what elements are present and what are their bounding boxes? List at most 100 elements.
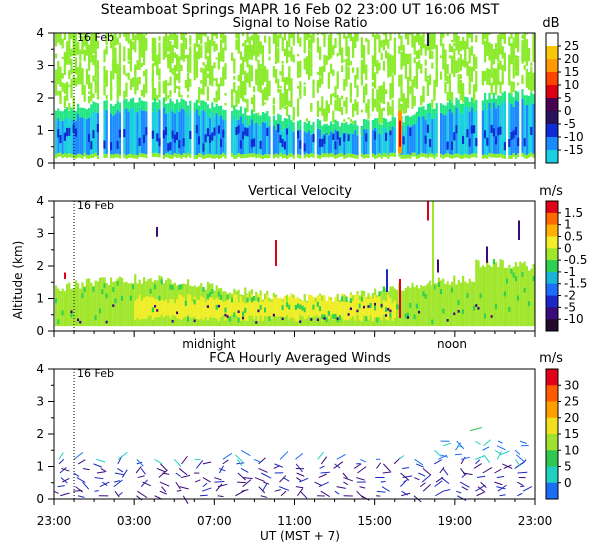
velocity-cell: [138, 294, 141, 320]
velocity-cell: [380, 304, 383, 307]
snr-cell: [281, 37, 284, 46]
velocity-cell: [281, 305, 284, 311]
velocity-cell: [508, 264, 511, 327]
velocity-cell: [358, 303, 361, 309]
snr-cell: [468, 81, 471, 95]
snr-cell: [222, 72, 225, 75]
snr-cell: [61, 154, 64, 159]
colorbar-swatch: [546, 482, 558, 500]
snr-cell: [171, 130, 174, 139]
velocity-cell: [250, 297, 253, 303]
velocity-cell: [446, 319, 449, 322]
snr-cell: [385, 118, 388, 129]
snr-cell: [393, 117, 396, 128]
snr-cell: [404, 74, 407, 79]
snr-cell: [239, 72, 242, 76]
snr-cell: [299, 140, 302, 149]
snr-cell: [349, 97, 352, 103]
snr-cell: [453, 48, 456, 64]
wind-vector: [483, 454, 491, 464]
snr-cell: [510, 57, 513, 65]
snr-cell: [514, 41, 517, 48]
snr-cell: [510, 81, 513, 95]
snr-cell: [85, 119, 88, 155]
snr-cell: [470, 153, 473, 158]
snr-cell: [204, 134, 207, 143]
snr-cell: [140, 110, 143, 154]
snr-cell: [180, 155, 183, 159]
snr-cell: [345, 96, 348, 108]
snr-cell: [499, 48, 502, 55]
wind-vector: [376, 462, 382, 469]
snr-cell: [110, 113, 113, 155]
wind-vector: [318, 473, 327, 479]
y-tick-label: 3: [36, 395, 44, 409]
snr-cell: [521, 52, 524, 64]
velocity-cell: [90, 282, 93, 327]
snr-cell: [83, 52, 86, 59]
snr-cell: [250, 139, 253, 148]
snr-cell: [444, 105, 447, 116]
snr-cell: [220, 105, 223, 116]
velocity-cell: [305, 302, 308, 319]
snr-cell: [385, 33, 388, 37]
colorbar-swatch: [546, 248, 558, 261]
snr-cell: [462, 103, 465, 114]
snr-cell: [266, 72, 269, 87]
snr-cell: [475, 85, 478, 89]
snr-cell: [378, 107, 381, 112]
velocity-cell: [167, 277, 170, 327]
snr-cell: [330, 63, 333, 74]
snr-cell: [429, 40, 432, 43]
snr-cell: [446, 112, 449, 154]
velocity-cell: [299, 320, 302, 324]
snr-cell: [209, 60, 212, 79]
snr-cell: [303, 88, 306, 96]
velocity-cell: [528, 270, 531, 327]
snr-cell: [523, 138, 526, 147]
snr-cell: [103, 49, 106, 63]
snr-cell: [242, 81, 245, 99]
snr-cell: [420, 63, 423, 74]
wind-vector: [414, 477, 420, 481]
snr-cell: [365, 154, 368, 159]
snr-cell: [286, 128, 289, 156]
snr-cell: [484, 59, 487, 63]
snr-cell: [288, 124, 291, 154]
velocity-cell: [341, 296, 344, 302]
snr-cell: [303, 131, 306, 155]
snr-cell: [391, 55, 394, 74]
velocity-cell: [149, 296, 152, 316]
snr-cell: [512, 97, 515, 107]
wind-vector: [356, 477, 365, 481]
snr-cell: [209, 75, 212, 86]
snr-cell: [156, 102, 159, 113]
snr-cell: [290, 33, 293, 39]
snr-cell: [343, 119, 346, 122]
velocity-cell: [129, 283, 132, 327]
velocity-cell: [180, 284, 183, 290]
snr-cell: [418, 37, 421, 43]
velocity-cell: [132, 284, 135, 290]
snr-cell: [72, 75, 75, 86]
snr-cell: [253, 123, 256, 154]
snr-cell: [446, 33, 449, 35]
snr-cell: [407, 53, 410, 65]
snr-cell: [343, 59, 346, 62]
snr-cell: [125, 82, 128, 90]
colorbar-label: 0: [564, 476, 572, 490]
snr-cell: [55, 53, 58, 59]
snr-cell: [532, 153, 535, 158]
snr-cell: [319, 139, 322, 148]
snr-cell: [261, 93, 264, 106]
snr-cell: [244, 154, 247, 159]
snr-cell: [446, 75, 449, 84]
snr-cell: [178, 56, 181, 66]
snr-cell: [451, 141, 454, 150]
wind-vector: [181, 455, 188, 465]
snr-cell: [365, 87, 368, 91]
snr-cell: [290, 93, 293, 108]
snr-cell: [272, 125, 275, 155]
snr-cell: [213, 33, 216, 37]
snr-cell: [176, 73, 179, 81]
